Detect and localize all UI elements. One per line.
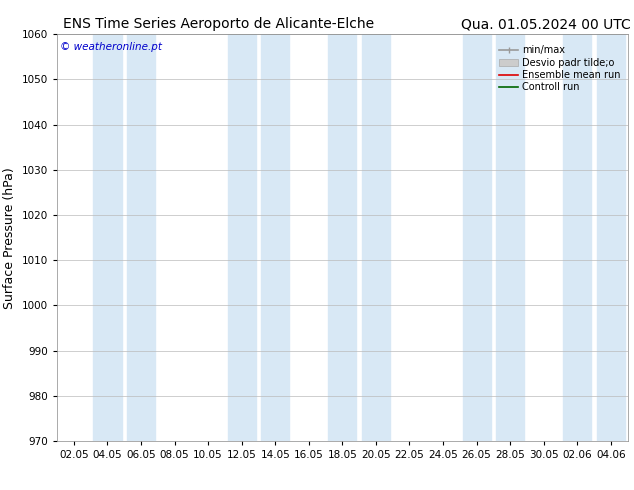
Text: Qua. 01.05.2024 00 UTC: Qua. 01.05.2024 00 UTC (461, 17, 631, 31)
Bar (93, 34, 122, 441)
Text: ENS Time Series Aeroporto de Alicante-Elche: ENS Time Series Aeroporto de Alicante-El… (63, 17, 375, 31)
Bar (362, 34, 390, 441)
Bar (127, 34, 155, 441)
Bar (228, 34, 256, 441)
Text: © weatheronline.pt: © weatheronline.pt (60, 43, 162, 52)
Bar (496, 34, 524, 441)
Bar (261, 34, 289, 441)
Bar (463, 34, 491, 441)
Bar (563, 34, 592, 441)
Bar (597, 34, 625, 441)
Y-axis label: Surface Pressure (hPa): Surface Pressure (hPa) (3, 167, 16, 309)
Legend: min/max, Desvio padr tilde;o, Ensemble mean run, Controll run: min/max, Desvio padr tilde;o, Ensemble m… (497, 43, 623, 95)
Bar (328, 34, 356, 441)
